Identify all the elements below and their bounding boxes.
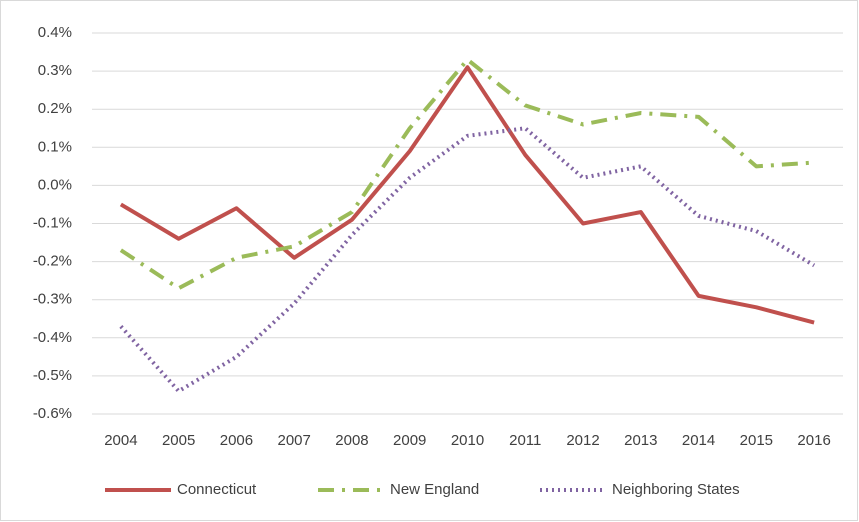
x-tick-label: 2006 — [220, 432, 253, 449]
x-tick-label: 2011 — [509, 432, 541, 449]
x-tick-label: 2016 — [797, 432, 830, 449]
legend-label: New England — [390, 481, 479, 498]
y-tick-label: 0.3% — [38, 62, 72, 79]
x-tick-label: 2008 — [335, 432, 368, 449]
y-tick-label: -0.3% — [33, 291, 72, 308]
x-tick-label: 2007 — [278, 432, 311, 449]
y-tick-label: 0.2% — [38, 100, 72, 117]
y-tick-label: -0.6% — [33, 405, 72, 422]
legend-label: Connecticut — [177, 481, 257, 498]
y-tick-label: -0.5% — [33, 367, 72, 384]
x-tick-label: 2009 — [393, 432, 426, 449]
x-tick-label: 2012 — [566, 432, 599, 449]
x-tick-label: 2010 — [451, 432, 484, 449]
series-line — [119, 57, 815, 291]
y-tick-label: -0.2% — [33, 253, 72, 270]
x-tick-label: 2014 — [682, 432, 715, 449]
x-tick-label: 2004 — [104, 432, 137, 449]
y-tick-label: -0.1% — [33, 214, 72, 231]
legend-label: Neighboring States — [612, 481, 740, 498]
series-line — [119, 65, 815, 325]
y-tick-label: -0.4% — [33, 329, 72, 346]
x-tick-label: 2015 — [740, 432, 773, 449]
series-line — [119, 126, 816, 394]
y-tick-label: 0.4% — [38, 24, 72, 41]
x-tick-label: 2005 — [162, 432, 195, 449]
y-tick-label: 0.0% — [38, 176, 72, 193]
x-tick-label: 2013 — [624, 432, 657, 449]
y-tick-label: 0.1% — [38, 138, 72, 155]
